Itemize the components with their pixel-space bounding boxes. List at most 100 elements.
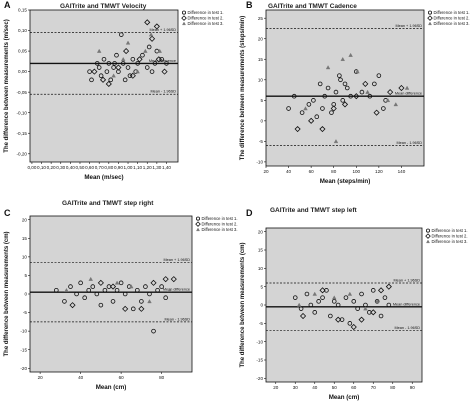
y-tick-label: -15 xyxy=(20,347,27,352)
data-point xyxy=(97,279,104,286)
data-point xyxy=(325,65,331,70)
y-axis-label: The difference between measurements (m/s… xyxy=(4,19,10,152)
x-axis-label: Mean (cm) xyxy=(96,384,127,391)
data-point xyxy=(99,76,107,83)
y-tick-label: 20 xyxy=(22,217,28,222)
series-2 xyxy=(91,19,168,88)
y-tick-label: 10 xyxy=(22,254,28,259)
data-point xyxy=(136,56,143,63)
data-point xyxy=(155,56,162,63)
x-tick-label: 40 xyxy=(78,375,84,380)
ref-line-label: Mean - 1.96SD xyxy=(396,141,422,145)
data-point xyxy=(316,299,321,304)
legend-marker xyxy=(426,239,430,244)
x-tick-label: 1,30 xyxy=(152,165,161,170)
data-point xyxy=(373,109,380,116)
data-point xyxy=(88,276,93,281)
legend-entry: Difference in test 3. xyxy=(188,21,224,26)
data-point xyxy=(347,321,353,326)
x-tick-label: 0,00 xyxy=(27,165,36,170)
panel-letter: A xyxy=(4,0,11,10)
data-point xyxy=(163,295,168,301)
legend-marker xyxy=(195,221,201,227)
data-point xyxy=(135,287,140,293)
data-point xyxy=(151,328,156,334)
data-point xyxy=(314,114,320,120)
series-2 xyxy=(299,283,392,331)
legend-entry: Difference in test 3. xyxy=(432,239,468,244)
data-point xyxy=(153,23,160,30)
y-tick-label: 20 xyxy=(258,229,264,234)
ref-line-label: Mean difference xyxy=(163,288,190,292)
data-point xyxy=(387,89,394,96)
data-point xyxy=(311,98,316,103)
data-point xyxy=(89,77,94,83)
data-point xyxy=(350,323,357,331)
data-point xyxy=(112,61,117,66)
data-point xyxy=(120,56,126,62)
data-point xyxy=(337,73,342,78)
y-tick-label: -5 xyxy=(259,139,264,144)
data-point xyxy=(140,52,145,58)
data-point xyxy=(296,302,302,307)
data-point xyxy=(98,73,104,79)
data-point xyxy=(161,68,168,75)
data-point xyxy=(130,306,136,312)
panel-letter: B xyxy=(246,0,253,10)
legend-entry: Difference in test 2. xyxy=(434,16,470,21)
data-point xyxy=(358,316,365,323)
data-point xyxy=(147,299,152,304)
data-point xyxy=(109,283,117,290)
panel-letter: D xyxy=(246,208,253,218)
data-point xyxy=(312,310,318,315)
data-point xyxy=(376,73,382,78)
data-point xyxy=(370,309,377,316)
data-point xyxy=(147,291,152,297)
data-point xyxy=(299,312,307,320)
x-tick-label: 80 xyxy=(331,169,337,174)
chart-panel-d: D GAITrite and TMWT step left Mean + 1.96S… xyxy=(240,207,468,401)
data-point xyxy=(69,302,76,309)
legend-marker xyxy=(181,10,186,15)
data-point xyxy=(129,284,134,289)
y-tick-label: 0,10 xyxy=(18,28,27,33)
chart-title: GAITrite and TMWT Velocity xyxy=(60,3,147,10)
x-tick-label: 0,60 xyxy=(85,165,94,170)
ref-line-label: Mean + 1.96SD xyxy=(396,24,423,28)
y-tick-label: 5 xyxy=(260,284,263,289)
data-point xyxy=(105,80,112,88)
data-point xyxy=(304,291,310,297)
data-point xyxy=(319,287,326,294)
y-tick-label: 0 xyxy=(260,303,263,308)
x-tick-label: 1,10 xyxy=(133,165,142,170)
data-point xyxy=(308,302,314,308)
ref-line-label: Mean difference xyxy=(395,92,422,96)
data-point xyxy=(143,284,148,289)
legend-marker xyxy=(428,21,432,26)
x-tick-label: 0,50 xyxy=(75,165,84,170)
x-axis-label: Mean (cm) xyxy=(329,394,360,401)
y-axis-label: The difference between measurements (cm) xyxy=(240,242,246,367)
series-2 xyxy=(294,80,405,133)
data-point xyxy=(127,73,133,79)
x-tick-label: 120 xyxy=(375,169,383,174)
x-tick-label: 30 xyxy=(293,385,299,390)
data-point xyxy=(382,295,388,300)
data-point xyxy=(359,291,364,297)
x-axis-label: Mean (m/sec) xyxy=(84,174,123,181)
y-tick-label: -5 xyxy=(23,310,28,315)
ref-line-label: Mean - 1.96SD xyxy=(164,317,190,321)
x-tick-label: 20 xyxy=(38,375,44,380)
data-point xyxy=(299,110,305,115)
y-tick-label: 20 xyxy=(258,36,264,41)
data-point xyxy=(355,69,360,74)
data-point xyxy=(82,295,87,301)
series-1 xyxy=(54,280,168,334)
data-point xyxy=(108,77,114,83)
y-tick-label: 0,05 xyxy=(18,49,27,54)
data-point xyxy=(353,93,360,100)
legend-marker xyxy=(196,227,200,232)
data-point xyxy=(159,56,164,62)
x-tick-label: 50 xyxy=(332,385,338,390)
